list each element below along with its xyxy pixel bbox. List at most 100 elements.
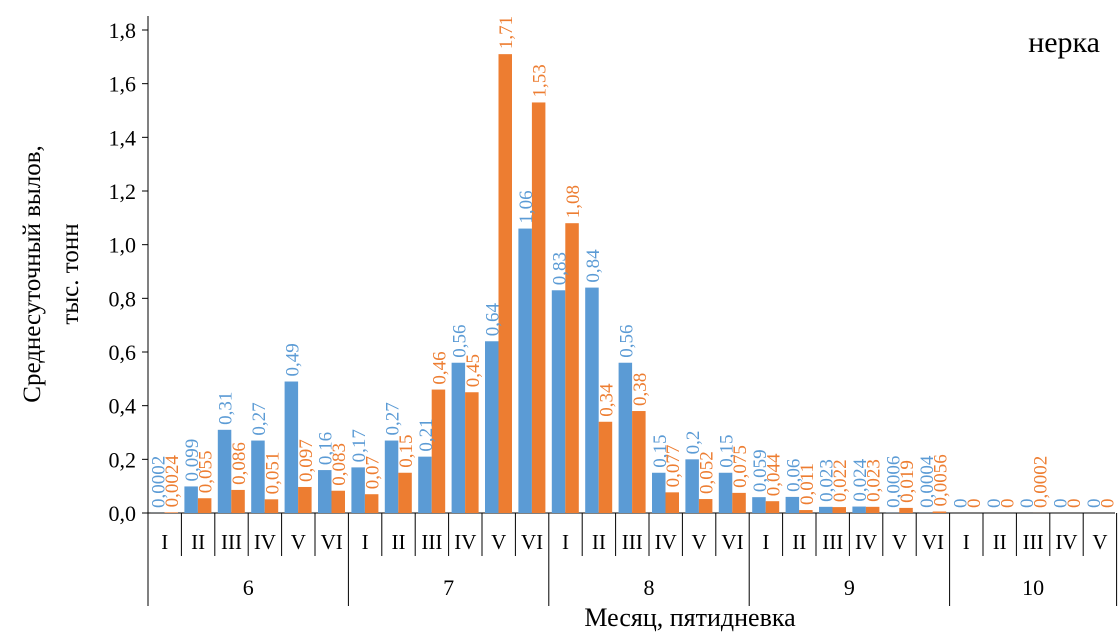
data-label: 0,059 — [750, 449, 771, 492]
bar — [331, 490, 345, 513]
bar — [698, 499, 713, 513]
y-tick-label: 0,8 — [109, 286, 137, 311]
data-label: 0,07 — [363, 456, 384, 489]
bar — [652, 472, 666, 513]
bar — [932, 511, 947, 513]
y-tick-label: 0,0 — [109, 501, 137, 526]
data-label: 0,086 — [229, 442, 250, 485]
data-label: 0,023 — [817, 459, 838, 502]
bar — [485, 341, 499, 513]
bar — [231, 489, 245, 513]
month-label: 7 — [443, 575, 454, 600]
pentad-label: V — [291, 530, 306, 554]
pentad-label: III — [1023, 530, 1044, 554]
bar — [384, 440, 399, 513]
data-label: 0,075 — [730, 445, 751, 488]
pentad-label: II — [792, 530, 806, 554]
bar — [598, 421, 613, 513]
y-axis-title-line-1: Среднесуточный вылов, — [19, 145, 46, 402]
month-label: 8 — [644, 575, 655, 600]
bar — [217, 429, 232, 513]
pentad-label: I — [762, 530, 769, 554]
bar — [665, 492, 679, 513]
pentad-label: I — [362, 530, 369, 554]
bar — [551, 290, 566, 513]
month-label: 9 — [844, 575, 855, 600]
data-label: 1,71 — [496, 16, 517, 49]
data-label: 0,15 — [717, 435, 738, 468]
bar — [732, 492, 746, 513]
y-tick-label: 1,4 — [109, 125, 137, 150]
month-label: 10 — [1022, 575, 1044, 600]
pentad-label: I — [161, 530, 168, 554]
chart-title: нерка — [1028, 26, 1100, 59]
data-label: 0 — [997, 499, 1018, 509]
pentad-label: V — [692, 530, 707, 554]
bar — [351, 467, 365, 513]
pentad-label: IV — [254, 530, 276, 554]
data-label: 0,055 — [196, 450, 217, 493]
bar — [398, 472, 412, 513]
y-tick-label: 0,6 — [109, 340, 137, 365]
data-label: 0,38 — [630, 373, 651, 406]
pentad-label: II — [592, 530, 606, 554]
bar — [531, 102, 546, 513]
data-label: 1,53 — [530, 64, 551, 97]
data-label: 0,15 — [396, 435, 417, 468]
bar — [184, 486, 198, 513]
pentad-label: I — [963, 530, 970, 554]
data-label: 0,0002 — [1031, 456, 1052, 508]
data-label: 0,46 — [429, 351, 450, 384]
pentad-label: III — [221, 530, 242, 554]
data-label: 0,099 — [182, 439, 203, 482]
y-tick-label: 1,8 — [109, 18, 137, 43]
y-tick-label: 1,6 — [109, 72, 137, 97]
bar — [685, 459, 699, 513]
bar — [899, 507, 913, 513]
bar — [819, 506, 833, 513]
data-label: 0,84 — [583, 249, 604, 283]
bar — [364, 494, 379, 513]
data-label: 0 — [1097, 499, 1118, 509]
data-label: 0,83 — [550, 252, 571, 285]
bar — [318, 470, 332, 513]
data-label: 0 — [1051, 499, 1072, 509]
pentad-label: VI — [321, 530, 343, 554]
data-label: 0,56 — [449, 324, 470, 357]
data-label: 0 — [964, 499, 985, 509]
bar — [799, 510, 813, 513]
bar — [431, 389, 446, 513]
bar — [251, 440, 265, 513]
y-tick-label: 0,2 — [109, 447, 137, 472]
data-label: 0,34 — [596, 383, 617, 417]
bar — [765, 501, 780, 513]
pentad-label: III — [622, 530, 643, 554]
bar — [418, 456, 432, 513]
data-label: 0,011 — [797, 463, 818, 505]
bar — [264, 499, 279, 513]
data-label: 1,08 — [563, 185, 584, 218]
bar — [197, 498, 212, 513]
data-label: 0,052 — [697, 451, 718, 494]
bar — [865, 506, 880, 513]
data-label: 0,051 — [262, 452, 283, 495]
data-label: 0,45 — [463, 354, 484, 387]
pentad-label: II — [191, 530, 205, 554]
pentad-label: III — [421, 530, 442, 554]
data-label: 0,31 — [216, 392, 237, 425]
data-label: 0 — [1017, 499, 1038, 509]
pentad-label: VI — [922, 530, 944, 554]
bar — [632, 411, 646, 513]
data-label: 0,023 — [864, 459, 885, 502]
pentad-label: II — [993, 530, 1007, 554]
bar — [718, 472, 733, 513]
data-label: 0,64 — [483, 303, 504, 337]
pentad-label: IV — [454, 530, 476, 554]
pentad-label: V — [1092, 530, 1107, 554]
data-label: 0,2 — [683, 431, 704, 455]
data-label: 0 — [984, 499, 1005, 509]
bar — [785, 496, 800, 513]
data-label: 0,17 — [349, 429, 370, 462]
